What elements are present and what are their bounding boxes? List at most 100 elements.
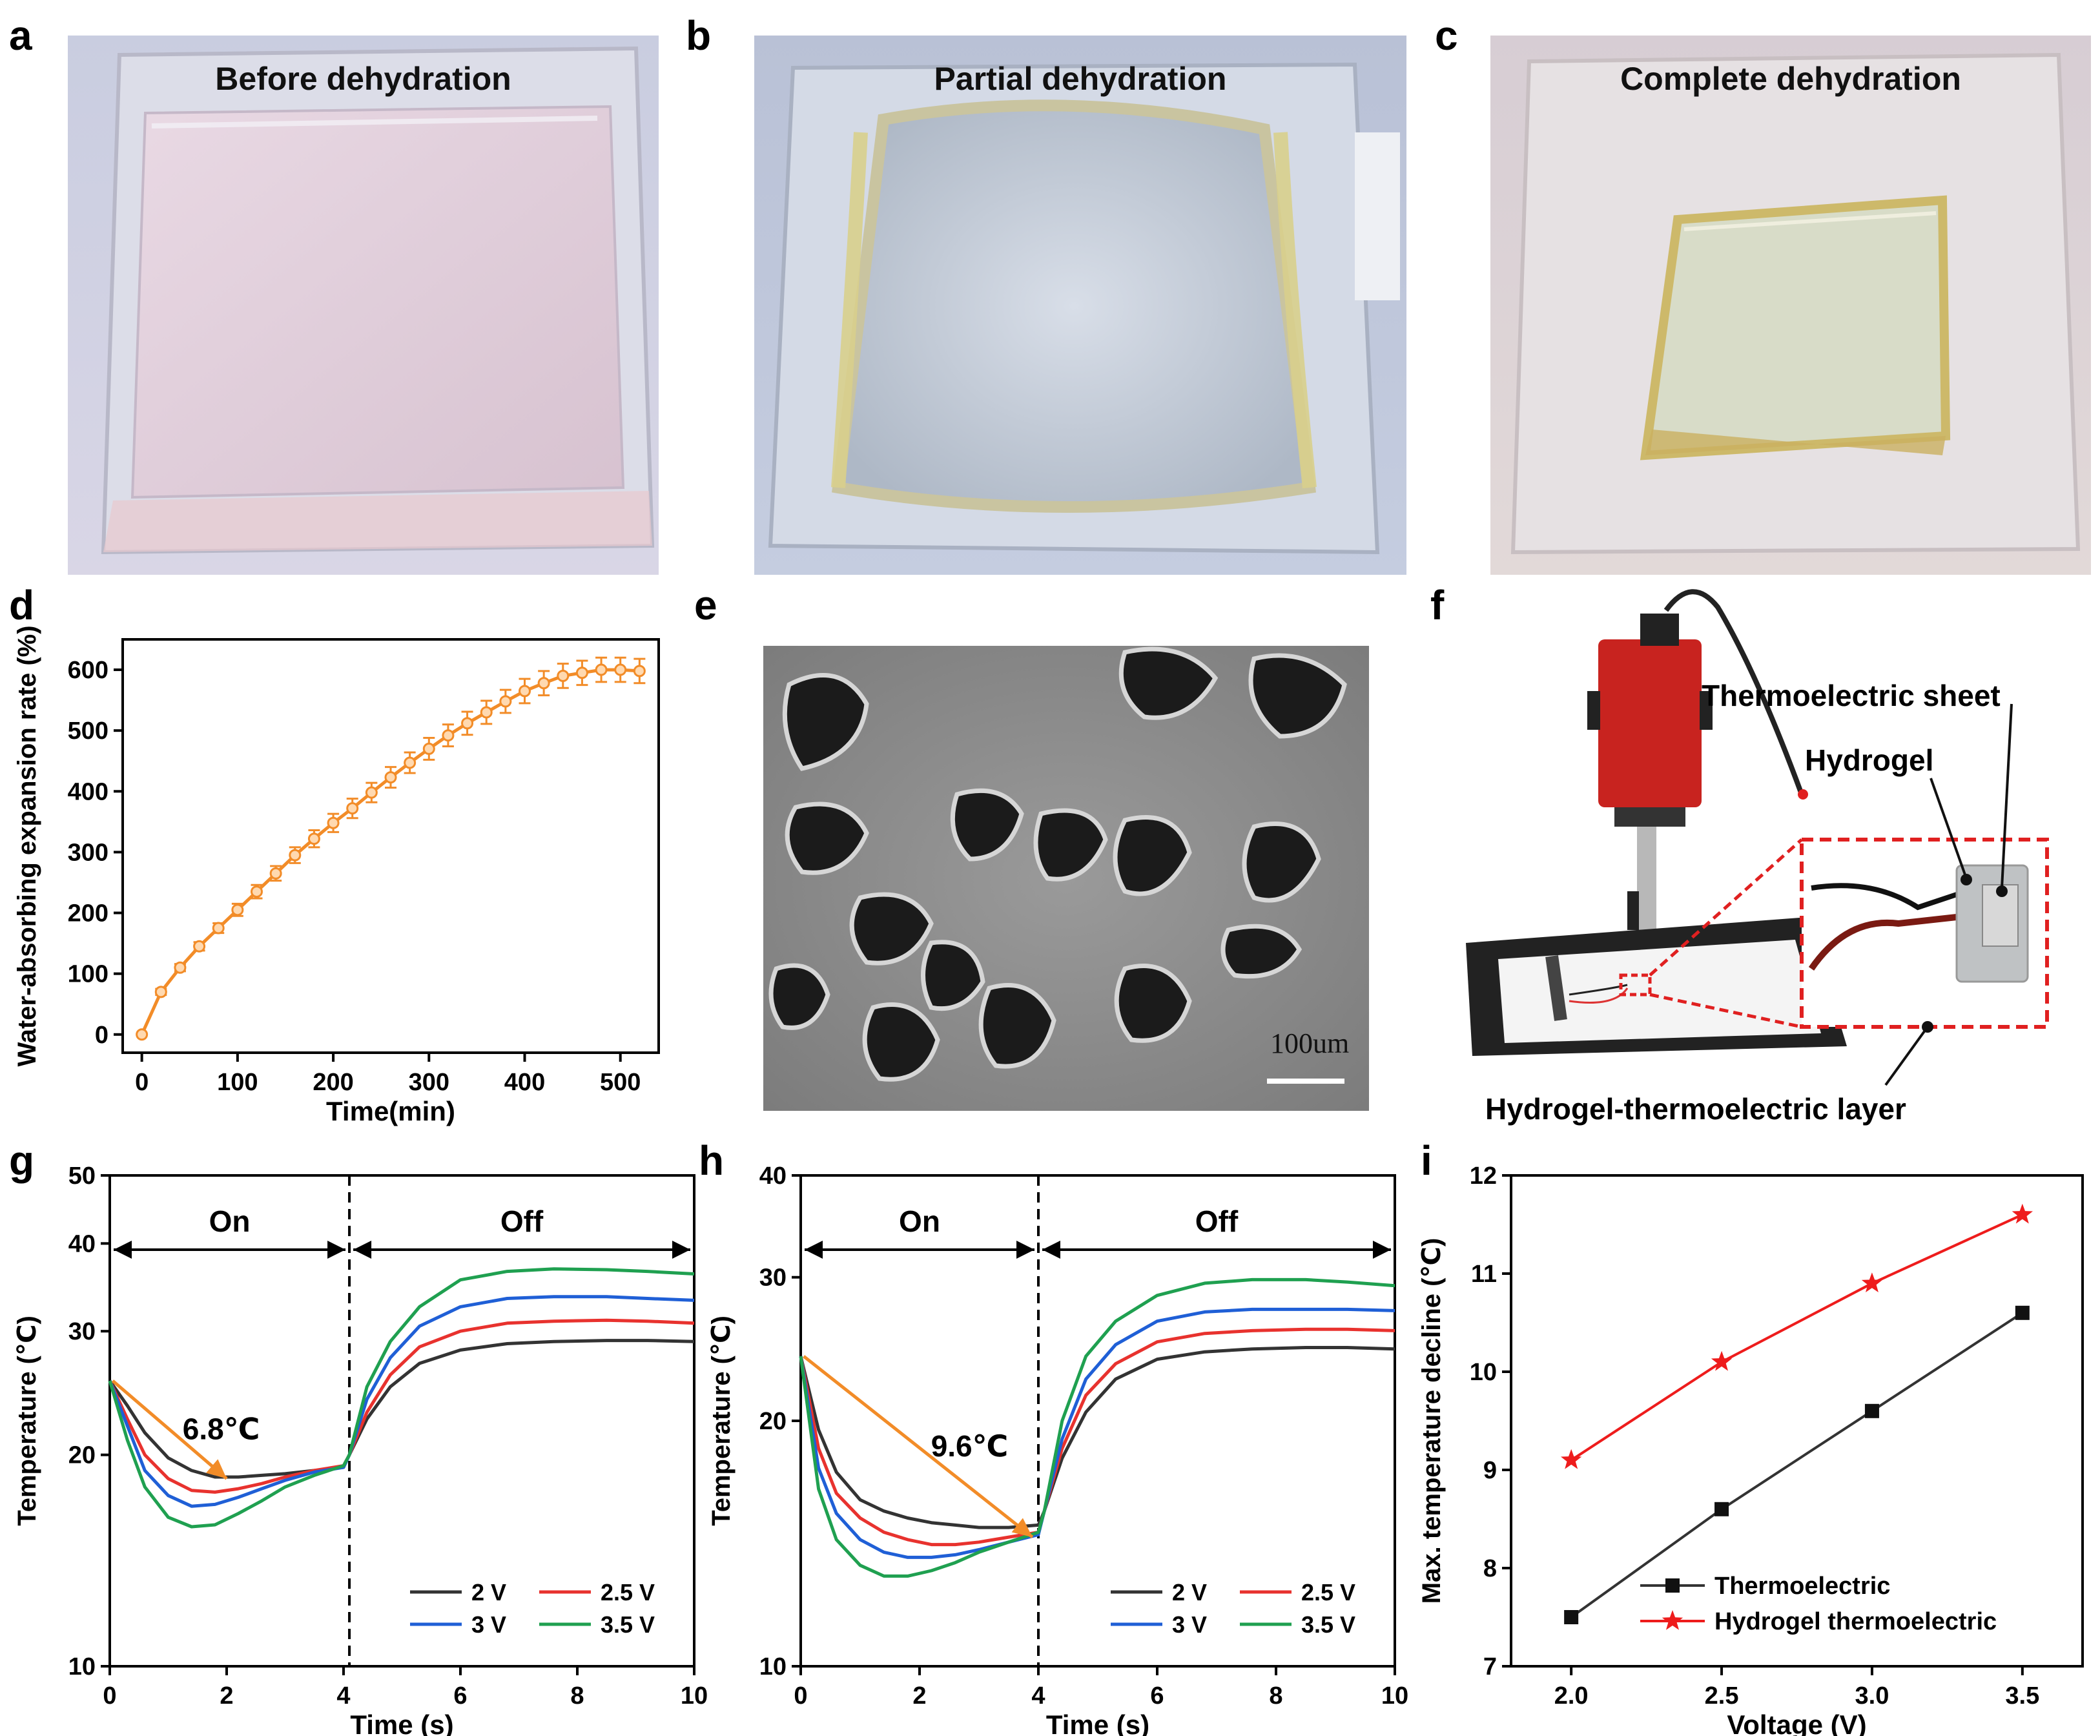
x-tick-label: 300: [409, 1069, 449, 1096]
y-tick-label: 20: [759, 1408, 787, 1435]
x-tick-label: 6: [453, 1682, 467, 1710]
x-tick-label: 2.0: [1554, 1682, 1589, 1710]
x-tick-label: 100: [217, 1069, 258, 1096]
x-axis-label: Time (s): [1046, 1710, 1149, 1736]
y-tick-label: 7: [1483, 1653, 1497, 1680]
plot-frame: [108, 1174, 695, 1668]
y-tick-label: 12: [1470, 1162, 1497, 1190]
legend-marker: [1662, 1610, 1683, 1630]
data-point-square: [1864, 1403, 1879, 1418]
legend-label: 3 V: [1172, 1611, 1207, 1638]
x-tick-label: 8: [570, 1682, 584, 1710]
scale-bar: [1267, 1079, 1344, 1084]
panel-letter-f: f: [1430, 582, 1445, 628]
data-point: [442, 729, 455, 742]
plot-frame: [121, 638, 660, 1054]
series-line: [140, 668, 640, 1035]
data-point-star: [1711, 1350, 1733, 1371]
x-tick-label: 0: [103, 1682, 116, 1710]
chart-d-water-absorbing: 0 100 200 300 400 500 0 100 200 300 400 500 600 Time(…: [13, 625, 660, 1126]
data-point: [193, 940, 206, 953]
delta-arrow: [803, 1355, 1034, 1539]
photo-complete-dehydration: Complete dehydration: [1490, 36, 2091, 575]
data-point: [575, 666, 588, 679]
x-tick-label: 2: [912, 1682, 926, 1710]
series-line-2V: [799, 1346, 1395, 1529]
y-tick-label: 40: [759, 1162, 787, 1190]
data-point: [346, 802, 359, 815]
y-tick-label: 40: [68, 1230, 96, 1257]
on-label: On: [899, 1204, 940, 1238]
y-tick-label: 200: [68, 900, 108, 927]
delta-label: 9.6℃: [931, 1429, 1009, 1463]
delta-arrow-head: [206, 1459, 227, 1479]
data-point: [136, 1028, 149, 1041]
delta-arrow: [111, 1380, 228, 1480]
y-tick-label: 10: [68, 1653, 96, 1680]
series-line: [1570, 1213, 2023, 1462]
x-tick-label: 3.5: [2005, 1682, 2039, 1710]
series-line-3V: [799, 1307, 1395, 1559]
petri-dish-before-image: [68, 36, 659, 575]
scale-bar-label: 100um: [1270, 1028, 1350, 1059]
y-tick-label: 20: [68, 1442, 96, 1469]
y-tick-label: 300: [68, 839, 108, 866]
data-point: [633, 665, 646, 677]
chart-g-temperature: 0 2 4 6 8 10 10 20 30 40 50 Time (s) Temperature (℃)…: [13, 1162, 708, 1736]
panel-letter-g: g: [9, 1137, 35, 1184]
sem-micrograph: 100um: [763, 646, 1369, 1111]
data-point: [595, 663, 608, 676]
y-tick-label: 500: [68, 718, 108, 745]
y-axis-label: Temperature (℃): [13, 1316, 41, 1526]
photo-title-b: Partial dehydration: [934, 61, 1227, 97]
panel-letter-d: d: [9, 582, 35, 628]
photo-partial-dehydration: Partial dehydration: [754, 36, 1406, 575]
x-tick-label: 2: [220, 1682, 233, 1710]
x-tick-label: 4: [336, 1682, 350, 1710]
x-tick-label: 10: [1381, 1682, 1408, 1710]
x-tick-label: 3.0: [1855, 1682, 1889, 1710]
panel-letter-c: c: [1435, 12, 1458, 59]
legend-label: 2 V: [1172, 1579, 1207, 1606]
data-point-star: [2012, 1203, 2033, 1224]
y-tick-label: 11: [1471, 1261, 1497, 1288]
data-point-star: [1861, 1272, 1883, 1292]
sem-porous-structure-image: [763, 646, 1369, 1111]
legend-label: 3.5 V: [601, 1611, 655, 1638]
label-hydrogel-thermoelectric-layer: Hydrogel-thermoelectric layer: [1485, 1092, 1906, 1126]
photo-title-a: Before dehydration: [215, 61, 511, 97]
y-tick-label: 8: [1483, 1555, 1497, 1582]
delta-label: 6.8℃: [183, 1412, 260, 1446]
data-point: [231, 904, 244, 916]
x-tick-label: 4: [1031, 1682, 1045, 1710]
y-tick-label: 100: [68, 961, 108, 988]
y-tick-label: 30: [68, 1318, 96, 1345]
label-hydrogel: Hydrogel: [1805, 743, 1934, 777]
legend-label: Thermoelectric: [1714, 1573, 1890, 1600]
x-tick-label: 200: [313, 1069, 353, 1096]
data-point: [422, 742, 435, 755]
setup-photo: Thermoelectric sheet Hydrogel Hydrogel-t…: [1421, 581, 2100, 1150]
legend-label: 2.5 V: [601, 1579, 655, 1606]
legend-label: 2 V: [471, 1579, 506, 1606]
data-point: [212, 922, 225, 935]
legend-label: 3.5 V: [1301, 1611, 1355, 1638]
petri-dish-complete-image: [1490, 36, 2091, 575]
data-point: [269, 867, 282, 880]
x-tick-label: 0: [794, 1682, 807, 1710]
chart-i-max-decline: 2.0 2.5 3.0 3.5 7 8 9 10 11 12 Voltage (V) Max. tem…: [1417, 1162, 2084, 1736]
petri-dish-partial-image: [754, 36, 1406, 575]
thermoelectric-setup-image: [1466, 589, 2049, 1086]
y-tick-label: 400: [68, 778, 108, 805]
label-thermoelectric-sheet: Thermoelectric sheet: [1702, 679, 2001, 712]
y-tick-label: 0: [95, 1022, 108, 1049]
x-axis-label: Time(min): [326, 1096, 455, 1126]
legend-marker: [1665, 1578, 1680, 1593]
data-point: [365, 786, 378, 799]
series-line-2V: [108, 1339, 695, 1479]
off-label: Off: [1195, 1204, 1239, 1238]
data-point-square: [2015, 1305, 2030, 1320]
arrow-head: [1042, 1241, 1060, 1259]
y-axis-label: Water-absorbing expansion rate (%): [13, 625, 41, 1066]
y-tick-label: 30: [759, 1265, 787, 1292]
